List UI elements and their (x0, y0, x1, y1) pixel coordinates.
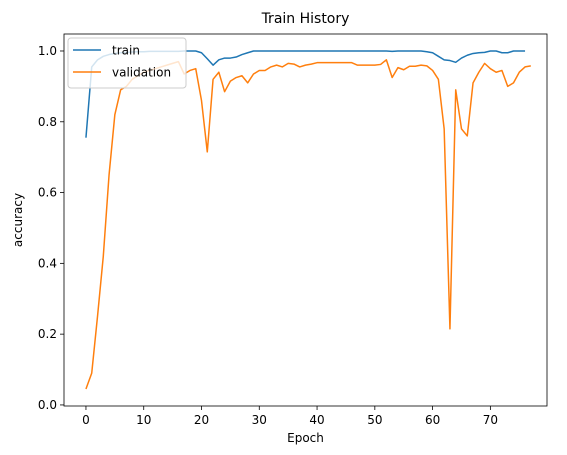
y-tick-label: 1.0 (38, 44, 57, 58)
x-tick-label: 30 (252, 413, 267, 427)
x-tick-label: 10 (136, 413, 151, 427)
y-tick-label: 0.8 (38, 115, 57, 129)
y-tick-label: 0.6 (38, 186, 57, 200)
y-axis-ticks: 0.0 0.2 0.4 0.6 0.8 1.0 (38, 44, 64, 412)
legend-label-validation: validation (112, 66, 171, 80)
x-tick-label: 20 (194, 413, 209, 427)
y-tick-label: 0.2 (38, 327, 57, 341)
axes-background (64, 34, 547, 406)
axes-frame (63, 33, 548, 407)
legend-label-train: train (112, 44, 140, 58)
x-tick-label: 60 (425, 413, 440, 427)
x-tick-label: 0 (82, 413, 90, 427)
chart-title: Train History (261, 11, 350, 27)
x-axis-label: Epoch (287, 431, 324, 445)
y-tick-label: 0.0 (38, 398, 57, 412)
x-tick-label: 40 (309, 413, 324, 427)
y-tick-label: 0.4 (38, 256, 57, 270)
x-tick-label: 50 (367, 413, 382, 427)
x-tick-label: 70 (483, 413, 498, 427)
x-axis-ticks: 0 10 20 30 40 50 60 70 (82, 406, 498, 427)
legend: train validation (67, 37, 187, 89)
plot-area (64, 34, 547, 406)
y-axis-label: accuracy (11, 193, 25, 247)
